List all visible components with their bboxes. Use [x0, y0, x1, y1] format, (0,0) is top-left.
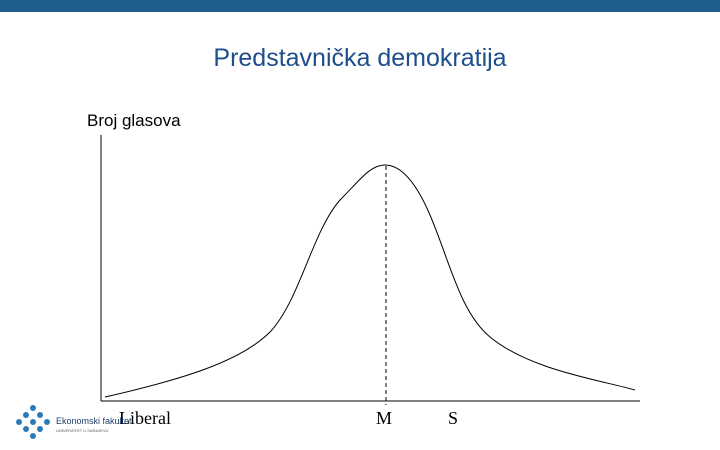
vote-curve	[104, 164, 636, 398]
x-label: M	[376, 408, 392, 428]
y-axis-label: Broj glasova	[87, 111, 181, 130]
x-label: Liberal	[119, 408, 171, 428]
slide-title: Predstavnička demokratija	[213, 44, 506, 72]
logo-mark	[16, 405, 50, 439]
logo-name: Ekonomski fakultet	[56, 416, 132, 426]
logo-university: UNIVERZITET U SARAJEVU	[56, 428, 108, 433]
x-label: S	[448, 408, 458, 428]
top-bar	[0, 0, 720, 12]
